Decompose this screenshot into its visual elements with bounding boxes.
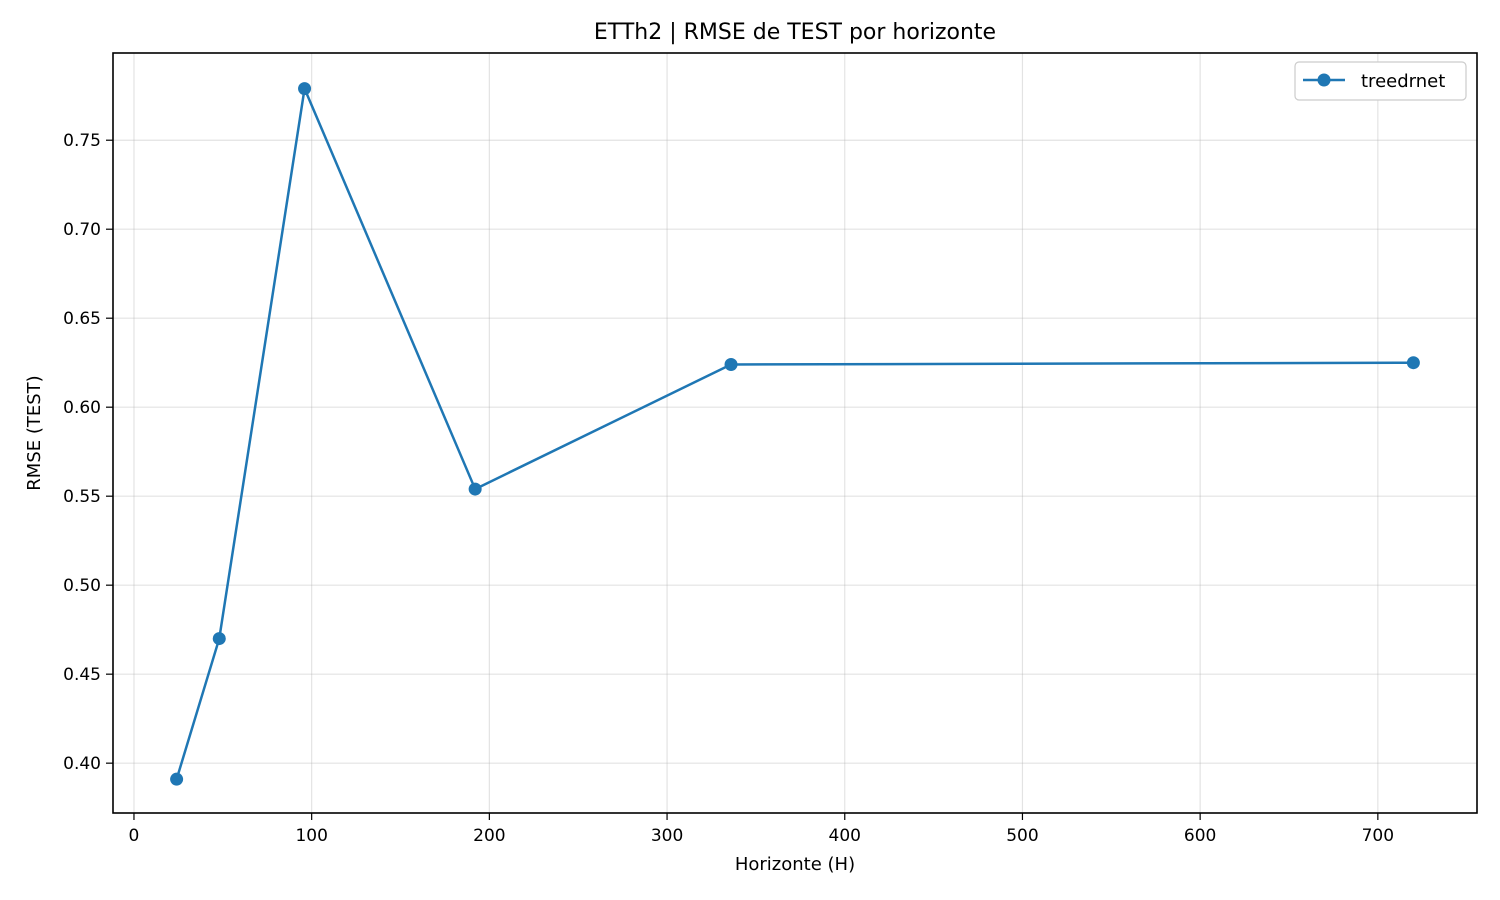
y-axis: 0.40 0.45 0.50 0.55 0.60 0.65 0.70 0.75 [63, 131, 113, 774]
x-tick-label: 200 [473, 826, 505, 846]
grid [113, 53, 1477, 813]
legend: treedrnet [1294, 61, 1467, 101]
x-tick-label: 700 [1362, 826, 1394, 846]
y-tick-label: 0.50 [63, 576, 101, 596]
x-tick-label: 600 [1184, 826, 1216, 846]
legend-box [1294, 61, 1467, 101]
y-tick-label: 0.60 [63, 398, 101, 418]
chart-title: ETTh2 | RMSE de TEST por horizonte [594, 20, 996, 45]
x-axis-label: Horizonte (H) [735, 854, 855, 875]
data-point [170, 772, 184, 786]
x-tick-label: 400 [829, 826, 861, 846]
series-layer [170, 82, 1420, 786]
y-tick-label: 0.40 [63, 754, 101, 774]
data-point [468, 482, 482, 496]
x-tick-label: 100 [295, 826, 327, 846]
data-point [298, 82, 312, 96]
y-tick-label: 0.55 [63, 487, 101, 507]
x-tick-label: 0 [129, 826, 140, 846]
plot-frame [112, 52, 1478, 814]
data-point [212, 632, 226, 646]
y-axis-label: RMSE (TEST) [24, 375, 45, 490]
data-point [724, 357, 738, 371]
y-tick-label: 0.70 [63, 220, 101, 240]
x-axis: 0 100 200 300 400 500 600 700 [129, 813, 1394, 846]
series-line [175, 87, 1414, 780]
legend-marker-swatch [1317, 73, 1331, 87]
y-tick-label: 0.75 [63, 131, 101, 151]
x-tick-label: 500 [1006, 826, 1038, 846]
x-tick-label: 300 [651, 826, 683, 846]
data-point [1406, 356, 1420, 370]
y-tick-label: 0.65 [63, 309, 101, 329]
legend-label: treedrnet [1361, 71, 1445, 92]
y-tick-label: 0.45 [63, 665, 101, 685]
